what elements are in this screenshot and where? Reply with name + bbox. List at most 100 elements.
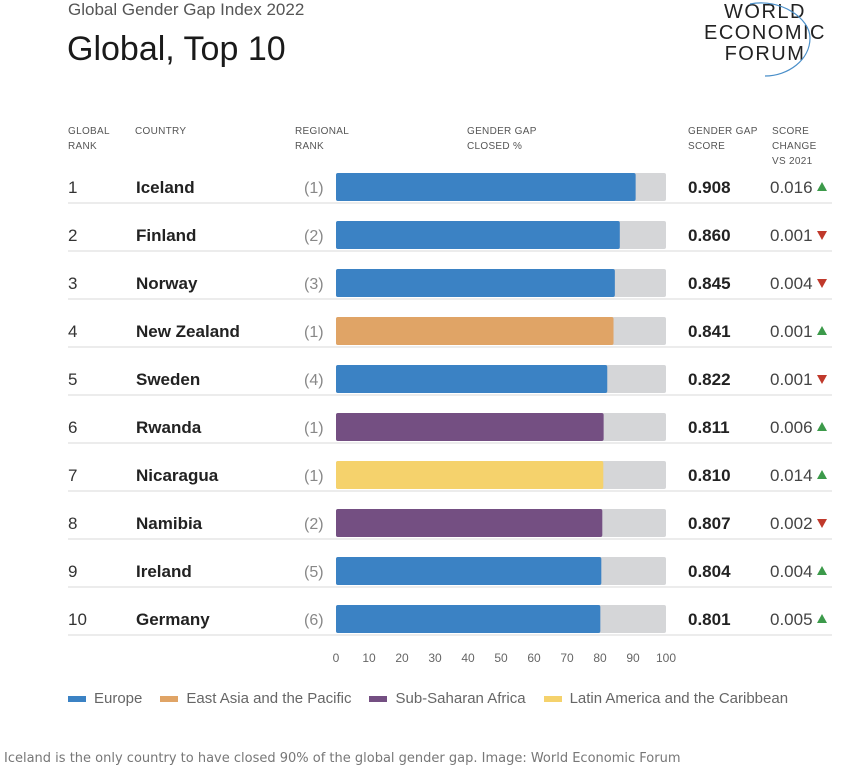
legend-label: East Asia and the Pacific bbox=[186, 690, 352, 707]
regional-rank-label: (1) bbox=[304, 324, 324, 341]
score-label: 0.841 bbox=[688, 322, 731, 341]
bar-germany bbox=[336, 605, 601, 633]
x-tick-label: 50 bbox=[494, 651, 508, 665]
rank-label: 7 bbox=[68, 466, 77, 485]
header-gap-score: GENDER GAP SCORE bbox=[688, 126, 758, 152]
regional-rank-label: (2) bbox=[304, 516, 324, 533]
up-arrow-icon bbox=[817, 182, 827, 191]
logo-swoosh-icon bbox=[749, 2, 811, 77]
chart-title: Global, Top 10 bbox=[67, 30, 286, 68]
chart-legend: Europe East Asia and the Pacific Sub-Sahar… bbox=[68, 690, 806, 707]
change-label: 0.004 bbox=[770, 274, 813, 293]
country-label: Nicaragua bbox=[136, 466, 219, 485]
logo-line-2: ECONOMIC bbox=[704, 22, 826, 44]
down-arrow-icon bbox=[817, 375, 827, 384]
legend-swatch bbox=[160, 695, 179, 702]
rank-label: 10 bbox=[68, 610, 87, 629]
x-tick-label: 80 bbox=[593, 651, 607, 665]
legend-label: Latin America and the Caribbean bbox=[569, 690, 789, 707]
bar-new-zealand bbox=[336, 317, 614, 345]
x-tick-label: 20 bbox=[395, 651, 409, 665]
legend-label: Europe bbox=[94, 690, 143, 707]
score-label: 0.822 bbox=[688, 370, 731, 389]
x-tick-label: 40 bbox=[461, 651, 475, 665]
x-tick-label: 30 bbox=[428, 651, 442, 665]
country-label: Finland bbox=[136, 226, 196, 245]
up-arrow-icon bbox=[817, 566, 827, 575]
rank-label: 2 bbox=[68, 226, 77, 245]
legend-item: East Asia and the Pacific bbox=[160, 690, 351, 707]
bar-norway bbox=[336, 269, 615, 297]
score-label: 0.845 bbox=[688, 274, 731, 293]
regional-rank-label: (6) bbox=[304, 612, 324, 629]
x-tick-label: 100 bbox=[656, 651, 676, 665]
header-global-rank: GLOBAL RANK bbox=[68, 126, 110, 152]
up-arrow-icon bbox=[817, 470, 827, 479]
bar-rwanda bbox=[336, 413, 604, 441]
rank-label: 9 bbox=[68, 562, 77, 581]
wef-logo: WORLD ECONOMIC FORUM bbox=[690, 2, 840, 77]
change-label: 0.001 bbox=[770, 370, 813, 389]
bar-finland bbox=[336, 221, 620, 249]
legend-swatch bbox=[68, 695, 86, 702]
score-label: 0.908 bbox=[688, 178, 731, 197]
x-tick-label: 90 bbox=[626, 651, 640, 665]
change-label: 0.016 bbox=[770, 178, 813, 197]
x-tick-label: 0 bbox=[333, 651, 340, 665]
bar-nicaragua bbox=[336, 461, 604, 489]
country-label: Ireland bbox=[136, 562, 192, 581]
legend-item: Europe bbox=[68, 690, 142, 707]
rank-label: 3 bbox=[68, 274, 77, 293]
up-arrow-icon bbox=[817, 326, 827, 335]
x-tick-label: 60 bbox=[527, 651, 541, 665]
change-label: 0.004 bbox=[770, 562, 813, 581]
x-tick-label: 70 bbox=[560, 651, 574, 665]
change-label: 0.014 bbox=[770, 466, 813, 485]
score-label: 0.807 bbox=[688, 514, 731, 533]
rank-label: 8 bbox=[68, 514, 77, 533]
change-label: 0.002 bbox=[770, 514, 813, 533]
chart-supertitle: Global Gender Gap Index 2022 bbox=[68, 0, 305, 19]
regional-rank-label: (1) bbox=[304, 180, 324, 197]
regional-rank-label: (2) bbox=[304, 228, 324, 245]
country-label: Namibia bbox=[136, 514, 203, 533]
score-label: 0.860 bbox=[688, 226, 731, 245]
rank-label: 1 bbox=[68, 178, 77, 197]
header-regional-rank: REGIONAL RANK bbox=[295, 126, 349, 152]
down-arrow-icon bbox=[817, 231, 827, 240]
legend-item: Latin America and the Caribbean bbox=[543, 690, 789, 707]
header-gap-closed: GENDER GAP CLOSED % bbox=[467, 126, 537, 152]
change-label: 0.001 bbox=[770, 322, 813, 341]
country-label: New Zealand bbox=[136, 322, 240, 341]
header-score-change: SCORE CHANGE VS 2021 bbox=[772, 126, 817, 167]
up-arrow-icon bbox=[817, 614, 827, 623]
header-country: COUNTRY bbox=[135, 126, 187, 137]
legend-swatch bbox=[543, 695, 562, 702]
country-label: Iceland bbox=[136, 178, 195, 197]
regional-rank-label: (4) bbox=[304, 372, 324, 389]
score-label: 0.810 bbox=[688, 466, 731, 485]
bar-namibia bbox=[336, 509, 603, 537]
score-label: 0.804 bbox=[688, 562, 731, 581]
up-arrow-icon bbox=[817, 422, 827, 431]
country-label: Sweden bbox=[136, 370, 200, 389]
regional-rank-label: (1) bbox=[304, 420, 324, 437]
rank-label: 5 bbox=[68, 370, 77, 389]
rank-label: 6 bbox=[68, 418, 77, 437]
regional-rank-label: (3) bbox=[304, 276, 324, 293]
legend-swatch bbox=[369, 695, 388, 702]
bar-ireland bbox=[336, 557, 602, 585]
regional-rank-label: (5) bbox=[304, 564, 324, 581]
change-label: 0.005 bbox=[770, 610, 813, 629]
down-arrow-icon bbox=[817, 279, 827, 288]
regional-rank-label: (1) bbox=[304, 468, 324, 485]
legend-item: Sub-Saharan Africa bbox=[369, 690, 526, 707]
score-label: 0.811 bbox=[688, 418, 730, 437]
bar-sweden bbox=[336, 365, 608, 393]
legend-label: Sub-Saharan Africa bbox=[395, 690, 526, 707]
bar-iceland bbox=[336, 173, 636, 201]
country-label: Norway bbox=[136, 274, 198, 293]
country-label: Germany bbox=[136, 610, 210, 629]
x-tick-label: 10 bbox=[362, 651, 376, 665]
change-label: 0.006 bbox=[770, 418, 813, 437]
